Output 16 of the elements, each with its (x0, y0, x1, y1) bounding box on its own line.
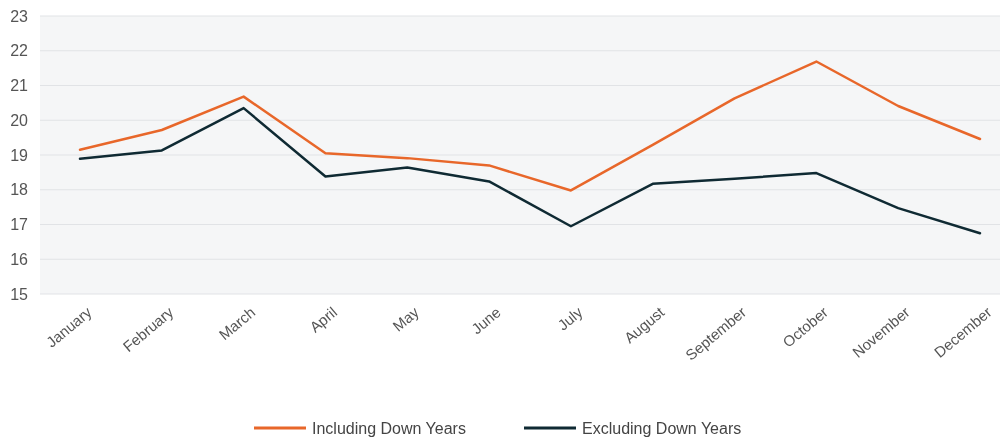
y-tick-label: 18 (10, 181, 29, 199)
line-series (78, 60, 982, 192)
y-tick-label: 17 (10, 216, 29, 234)
y-tick-label: 16 (10, 250, 29, 268)
y-tick-label: 21 (10, 77, 29, 95)
legend-label: Excluding Down Years (582, 419, 742, 437)
line-series (78, 106, 982, 235)
legend-label: Including Down Years (312, 419, 466, 437)
x-tick-label: July (554, 303, 586, 334)
x-tick-label: June (467, 303, 504, 338)
y-tick-label: 23 (10, 7, 29, 25)
y-tick-label: 19 (10, 146, 29, 164)
x-tick-label: May (389, 303, 423, 335)
y-tick-label: 22 (10, 42, 29, 60)
y-tick-label: 15 (10, 285, 29, 303)
y-tick-label: 20 (10, 111, 29, 129)
